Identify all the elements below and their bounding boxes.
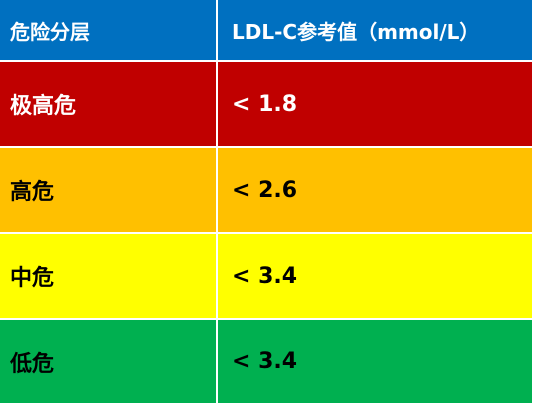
ldl-value: < 3.4: [218, 320, 534, 405]
risk-level: 极高危: [0, 62, 218, 148]
ldl-value: < 2.6: [218, 148, 534, 234]
risk-level: 高危: [0, 148, 218, 234]
ldl-value: < 3.4: [218, 234, 534, 320]
risk-level: 低危: [0, 320, 218, 405]
header-cell: 危险分层: [0, 0, 218, 62]
risk-level: 中危: [0, 234, 218, 320]
ldl-value: < 1.8: [218, 62, 534, 148]
header-cell: LDL-C参考值（mmol/L）: [218, 0, 534, 62]
